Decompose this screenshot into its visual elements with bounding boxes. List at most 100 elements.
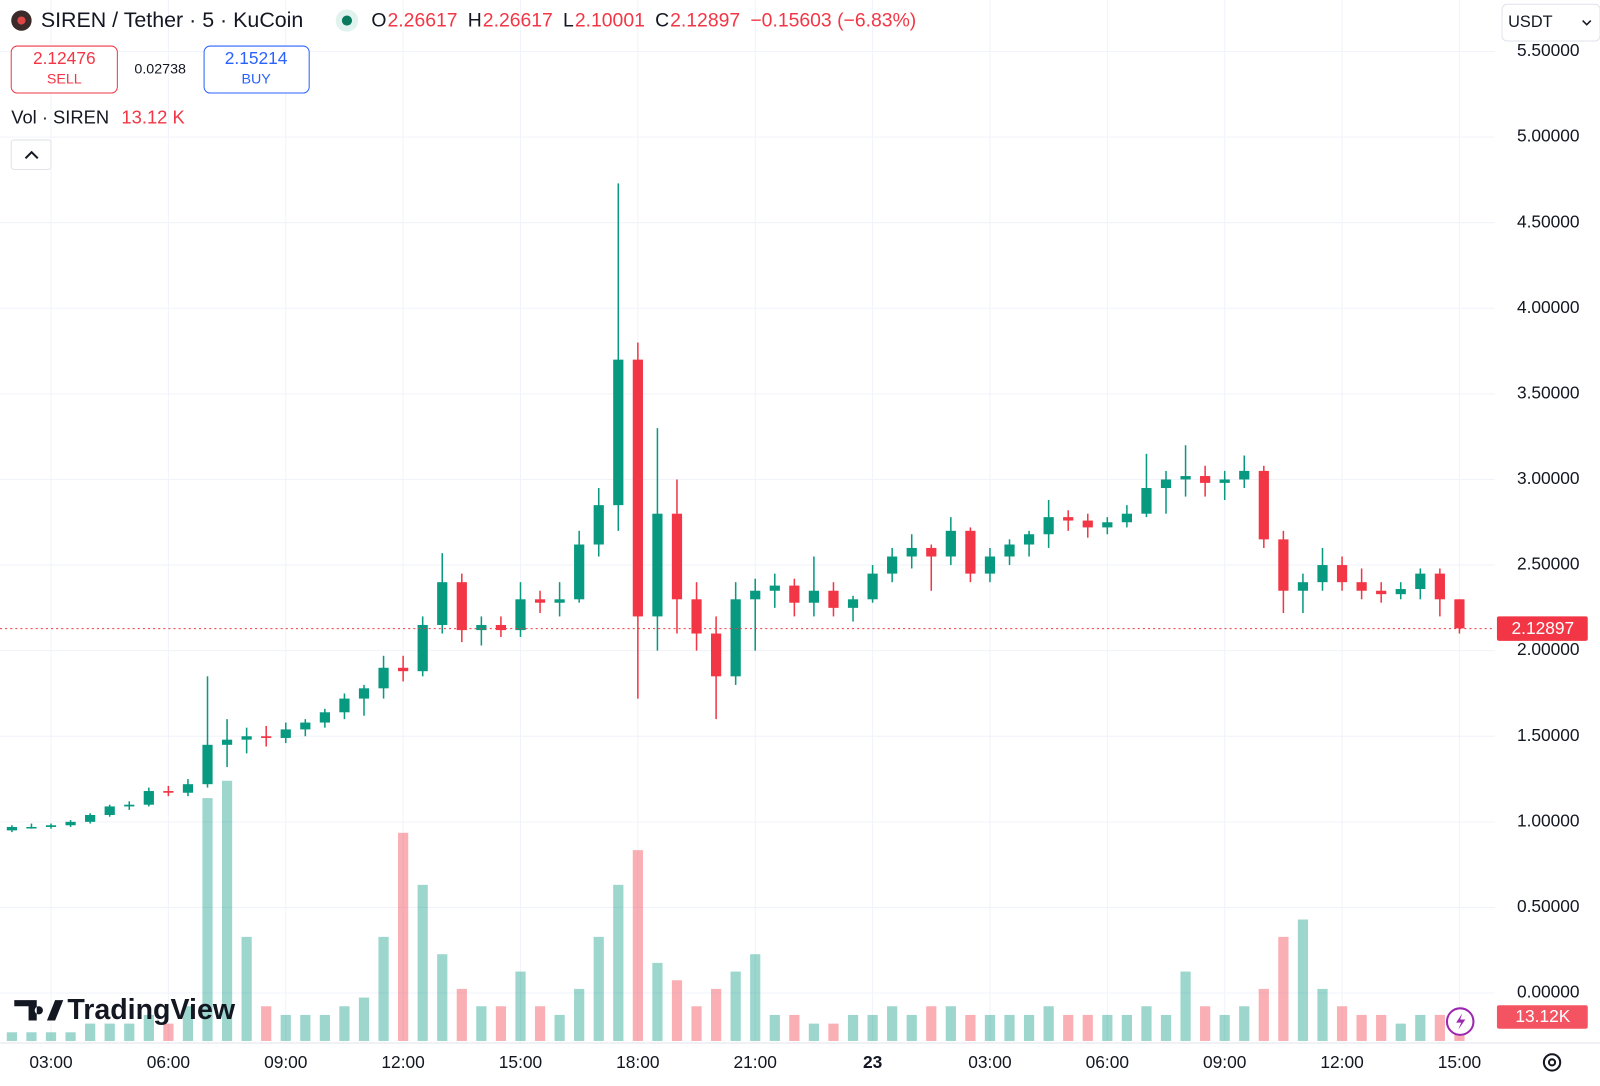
settings-icon[interactable] — [1542, 1053, 1562, 1072]
volume-bar — [378, 936, 389, 1041]
candle-body — [691, 599, 702, 634]
volume-bar — [437, 954, 448, 1041]
x-tick-label: 12:00 — [381, 1052, 424, 1072]
volume-bar — [26, 1032, 37, 1041]
candle-body — [300, 722, 311, 730]
volume-bar — [945, 1006, 956, 1041]
x-tick-label: 06:00 — [147, 1052, 190, 1072]
volume-bar — [182, 1006, 194, 1041]
currency-label[interactable]: USDT — [1508, 13, 1552, 31]
symbol-title: SIREN / Tether · 5 · KuCoin — [41, 8, 304, 32]
y-tick-label: 1.00000 — [1517, 810, 1580, 830]
x-tick-label: 15:00 — [499, 1052, 542, 1072]
volume-bar — [6, 1032, 18, 1041]
candle-body — [984, 556, 996, 574]
buy-button[interactable] — [203, 45, 310, 94]
candle-body — [1336, 565, 1348, 583]
candle-body — [1415, 573, 1426, 590]
ohlc-value: 2.26617 — [483, 10, 553, 32]
candle-body — [202, 744, 213, 785]
volume-bar — [124, 1023, 135, 1041]
y-tick-label: 3.50000 — [1517, 382, 1580, 402]
candle-body — [65, 821, 76, 826]
candle-body — [1258, 470, 1269, 540]
candle-body — [221, 739, 233, 745]
ohlc-key: O — [371, 10, 386, 32]
candle-body — [6, 826, 18, 831]
x-tick-label: 09:00 — [264, 1052, 307, 1072]
volume-bar — [1121, 1014, 1132, 1041]
x-tick-label: 18:00 — [616, 1052, 659, 1072]
candle-body — [1297, 582, 1309, 591]
ohlc-value: 2.10001 — [575, 10, 645, 32]
brand-name: TradingView — [67, 994, 236, 1026]
candle-body — [574, 544, 585, 600]
volume-bar — [1004, 1014, 1015, 1041]
volume-bar — [319, 1014, 330, 1041]
volume-tag — [1496, 1005, 1588, 1029]
volume-bar — [143, 1014, 154, 1041]
volume-bar — [495, 1006, 507, 1041]
volume-bar — [1434, 1014, 1445, 1041]
x-tick-label: 21:00 — [734, 1052, 777, 1072]
y-tick-label: 5.50000 — [1517, 40, 1580, 60]
candle-body — [789, 585, 800, 603]
currency-select[interactable] — [1501, 3, 1600, 42]
ohlc-change: −0.15603 (−6.83%) — [750, 10, 916, 32]
volume-bar — [300, 1014, 311, 1041]
sell-price[interactable]: 2.12476 — [33, 48, 96, 68]
candle-body — [828, 590, 839, 608]
candle-body — [104, 806, 115, 815]
candle-body — [808, 590, 820, 603]
volume-bar — [221, 780, 233, 1041]
sell-button[interactable] — [10, 45, 118, 94]
y-tick-label: 1.50000 — [1517, 725, 1580, 745]
candle-body — [711, 633, 722, 677]
collapse-button[interactable] — [10, 139, 52, 171]
candle-body — [593, 505, 604, 545]
candle-body — [26, 826, 37, 829]
volume-bar — [339, 1006, 350, 1041]
volume-bar — [456, 988, 467, 1041]
volume-bar — [887, 1006, 898, 1041]
candle-body — [124, 804, 135, 807]
candle-body — [632, 359, 643, 617]
candle-body — [847, 599, 859, 608]
x-tick-label: 06:00 — [1086, 1052, 1129, 1072]
volume-bar — [1160, 1014, 1172, 1041]
volume-bar — [789, 1014, 800, 1041]
candle-body — [613, 359, 624, 506]
x-tick-label: 23 — [863, 1052, 883, 1072]
ohlc-key: H — [468, 10, 482, 32]
volume-bar — [1141, 1006, 1152, 1041]
candle-body — [671, 513, 683, 600]
sell-label[interactable]: SELL — [47, 72, 82, 88]
market-status-dot — [341, 15, 353, 26]
candle-body — [1063, 517, 1074, 521]
candle-body — [1180, 476, 1191, 480]
candle-body — [398, 667, 409, 672]
volume-bar — [85, 1023, 96, 1041]
volume-bar — [1356, 1014, 1367, 1041]
buy-price[interactable]: 2.15214 — [225, 48, 288, 68]
volume-bar — [1023, 1014, 1035, 1041]
volume-bar — [476, 1006, 487, 1041]
volume-bar — [965, 1014, 976, 1041]
volume-bar — [398, 832, 409, 1041]
volume-bar — [1376, 1014, 1387, 1041]
volume-bar — [632, 850, 643, 1041]
candle-body — [143, 791, 154, 805]
candle-body — [495, 624, 507, 631]
y-tick-label: 2.00000 — [1517, 639, 1580, 659]
volume-bar — [554, 1014, 565, 1041]
last-price-tag — [1496, 616, 1588, 641]
candle-body — [339, 698, 350, 713]
ohlc-legend: O 2.26617 H 2.26617 L 2.10001 C 2.12897 −0.15603… — [371, 10, 916, 32]
candle-body — [730, 599, 741, 677]
candle-body — [769, 585, 780, 591]
candle-body — [358, 688, 370, 699]
candle-body — [163, 791, 174, 793]
x-tick-label: 03:00 — [968, 1052, 1011, 1072]
buy-label[interactable]: BUY — [241, 72, 271, 88]
volume-bar — [652, 962, 663, 1041]
